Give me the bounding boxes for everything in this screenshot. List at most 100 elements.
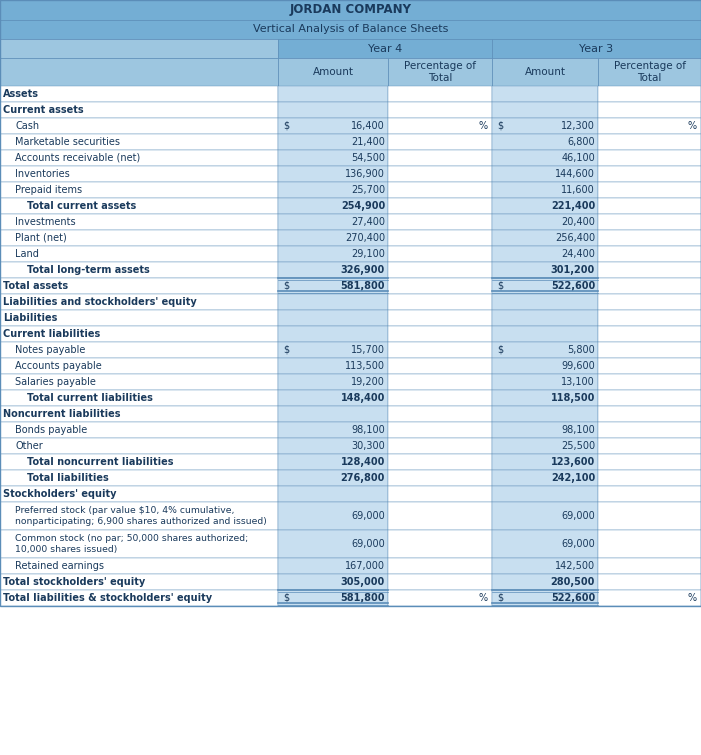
Text: $: $: [497, 281, 503, 291]
Text: 99,600: 99,600: [562, 361, 595, 371]
Text: %: %: [479, 593, 488, 603]
Bar: [598, 58, 701, 86]
Text: 6,800: 6,800: [567, 137, 595, 147]
Bar: [0, 358, 278, 374]
Text: %: %: [688, 593, 697, 603]
Bar: [388, 422, 492, 438]
Bar: [492, 262, 598, 278]
Text: 10,000 shares issued): 10,000 shares issued): [15, 545, 117, 554]
Bar: [598, 134, 701, 150]
Bar: [278, 530, 388, 558]
Bar: [0, 214, 278, 230]
Bar: [492, 590, 598, 606]
Bar: [278, 134, 388, 150]
Bar: [598, 294, 701, 310]
Bar: [388, 358, 492, 374]
Bar: [0, 342, 278, 358]
Text: Amount: Amount: [313, 67, 353, 77]
Text: 305,000: 305,000: [341, 577, 385, 587]
Bar: [492, 166, 598, 182]
Text: Prepaid items: Prepaid items: [15, 185, 82, 195]
Text: 581,800: 581,800: [341, 593, 385, 603]
Text: %: %: [479, 121, 488, 131]
Text: 128,400: 128,400: [341, 457, 385, 467]
Bar: [278, 246, 388, 262]
Bar: [278, 294, 388, 310]
Bar: [492, 558, 598, 574]
Bar: [0, 422, 278, 438]
Bar: [492, 310, 598, 326]
Bar: [598, 530, 701, 558]
Text: Liabilities and stockholders' equity: Liabilities and stockholders' equity: [3, 297, 197, 307]
Bar: [598, 342, 701, 358]
Bar: [388, 278, 492, 294]
Bar: [598, 278, 701, 294]
Bar: [0, 134, 278, 150]
Bar: [278, 214, 388, 230]
Bar: [278, 374, 388, 390]
Text: Amount: Amount: [524, 67, 566, 77]
Bar: [388, 150, 492, 166]
Bar: [492, 58, 598, 86]
Text: Assets: Assets: [3, 89, 39, 99]
Bar: [388, 558, 492, 574]
Text: Accounts payable: Accounts payable: [15, 361, 102, 371]
Text: Marketable securities: Marketable securities: [15, 137, 120, 147]
Bar: [598, 590, 701, 606]
Bar: [492, 530, 598, 558]
Text: 16,400: 16,400: [351, 121, 385, 131]
Text: Land: Land: [15, 249, 39, 259]
Text: 5,800: 5,800: [567, 345, 595, 355]
Bar: [278, 102, 388, 118]
Text: Plant (net): Plant (net): [15, 233, 67, 243]
Bar: [388, 486, 492, 502]
Bar: [492, 39, 701, 58]
Bar: [388, 230, 492, 246]
Bar: [388, 454, 492, 470]
Bar: [598, 406, 701, 422]
Bar: [278, 86, 388, 102]
Text: 21,400: 21,400: [351, 137, 385, 147]
Text: 98,100: 98,100: [351, 425, 385, 435]
Bar: [492, 278, 598, 294]
Text: 136,900: 136,900: [345, 169, 385, 179]
Bar: [278, 182, 388, 198]
Bar: [0, 374, 278, 390]
Text: 280,500: 280,500: [550, 577, 595, 587]
Bar: [278, 262, 388, 278]
Text: Total current assets: Total current assets: [27, 201, 136, 211]
Text: Notes payable: Notes payable: [15, 345, 86, 355]
Bar: [278, 390, 388, 406]
Bar: [388, 166, 492, 182]
Bar: [0, 390, 278, 406]
Text: 24,400: 24,400: [561, 249, 595, 259]
Bar: [0, 278, 278, 294]
Text: Retained earnings: Retained earnings: [15, 561, 104, 571]
Text: Year 4: Year 4: [368, 44, 402, 54]
Text: $: $: [283, 593, 289, 603]
Bar: [278, 454, 388, 470]
Text: Accounts receivable (net): Accounts receivable (net): [15, 153, 140, 163]
Text: 142,500: 142,500: [555, 561, 595, 571]
Bar: [492, 374, 598, 390]
Bar: [388, 198, 492, 214]
Bar: [598, 374, 701, 390]
Bar: [492, 118, 598, 134]
Bar: [388, 390, 492, 406]
Bar: [278, 358, 388, 374]
Bar: [278, 150, 388, 166]
Text: $: $: [497, 345, 503, 355]
Bar: [0, 310, 278, 326]
Bar: [598, 574, 701, 590]
Text: 25,500: 25,500: [561, 441, 595, 451]
Text: Current assets: Current assets: [3, 105, 83, 115]
Bar: [0, 0, 701, 606]
Bar: [598, 470, 701, 486]
Text: 13,100: 13,100: [562, 377, 595, 387]
Bar: [388, 406, 492, 422]
Text: Percentage of
Total: Percentage of Total: [613, 61, 686, 83]
Bar: [278, 39, 492, 58]
Bar: [388, 310, 492, 326]
Bar: [492, 358, 598, 374]
Text: Total noncurrent liabilities: Total noncurrent liabilities: [27, 457, 174, 467]
